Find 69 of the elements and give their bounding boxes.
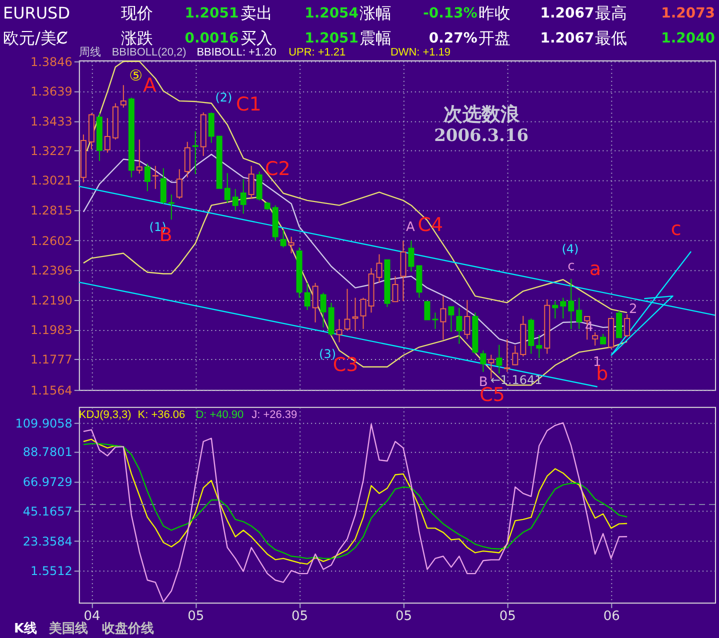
text: 1.2067	[540, 5, 594, 22]
y-tick-label: 1.2602	[30, 234, 72, 248]
text: DWN: +1.19	[390, 46, 451, 58]
text: -0.13%	[423, 5, 478, 22]
text: UPR: +1.21	[288, 46, 346, 58]
y-tick-label: 1.3433	[30, 114, 72, 128]
annotation: 2006.3.16	[434, 126, 529, 146]
y-tick-label: 23.3584	[22, 534, 72, 548]
text: 1.2054	[304, 5, 359, 22]
y-tick-label: 1.1777	[30, 352, 72, 367]
y-tick-label: 88.7801	[22, 445, 72, 460]
text: 买入	[240, 28, 273, 48]
annotation: c	[568, 259, 575, 274]
annotation: D: +40.90	[196, 408, 244, 421]
y-tick-label: 1.5512	[30, 564, 72, 578]
text: 0.27%	[428, 30, 478, 46]
y-tick-label: 1.3846	[30, 54, 72, 69]
text: 美国线	[48, 620, 88, 637]
y-tick-label: 45.1657	[22, 504, 72, 519]
text: 昨收	[478, 3, 510, 22]
text: 1.2040	[661, 30, 716, 46]
text: 收盘价线	[102, 622, 154, 637]
text: BBIBOLL: +1.20	[196, 46, 276, 58]
y-tick-label: 1.2190	[30, 293, 72, 308]
annotation: ⑤	[129, 66, 143, 84]
text: 1.2073	[661, 5, 716, 22]
y-tick-label: 1.1983	[30, 323, 72, 338]
y-tick-label: 1.3227	[30, 144, 72, 158]
x-tick-label: 06	[603, 609, 620, 624]
y-tick-label: 1.1564	[30, 383, 72, 398]
annotation: c	[670, 218, 682, 240]
text: 1.2051	[184, 5, 239, 22]
text: 欧元/美Ȼ	[2, 28, 68, 48]
annotation: 次选数浪	[443, 103, 520, 126]
annotation: C1	[236, 93, 262, 116]
annotation: (2)	[215, 90, 232, 104]
y-tick-label: 66.9729	[22, 474, 72, 489]
text: 开盘	[478, 28, 510, 48]
text: 涨幅	[360, 3, 392, 22]
x-tick-label: 05	[292, 609, 308, 624]
text: 最高	[595, 3, 628, 22]
x-tick-label: 05	[188, 609, 204, 624]
x-tick-label: 05	[499, 609, 516, 624]
y-tick-label: 1.3021	[30, 174, 72, 188]
text: 最低	[595, 28, 628, 48]
text: 0.0016	[184, 30, 239, 46]
annotation: A	[406, 220, 415, 236]
text: 1.2051	[304, 30, 358, 46]
annotation: A	[143, 74, 156, 96]
y-tick-label: 1.2815	[30, 203, 72, 218]
text: 震幅	[360, 28, 392, 48]
y-tick-label: 1.3639	[30, 84, 72, 99]
annotation: 2	[628, 302, 638, 318]
y-tick-label: 109.9058	[15, 416, 72, 430]
text: 现价	[120, 3, 153, 22]
text: K线	[14, 622, 38, 637]
text: EURUSD	[2, 3, 70, 22]
text: 1.2067	[540, 30, 594, 46]
annotation: a	[589, 258, 601, 280]
text: BBIBOLL(20,2)	[112, 46, 186, 58]
text: 涨跌	[120, 28, 153, 48]
annotation: (4)	[562, 242, 579, 256]
text: 卖出	[240, 3, 273, 22]
x-tick-label: 05	[395, 609, 412, 624]
annotation: K: +36.06	[138, 408, 186, 421]
annotation: J: +26.39	[252, 408, 298, 421]
text: 周线	[78, 45, 101, 58]
annotation: C2	[264, 158, 290, 180]
y-tick-label: 1.2396	[30, 264, 72, 278]
